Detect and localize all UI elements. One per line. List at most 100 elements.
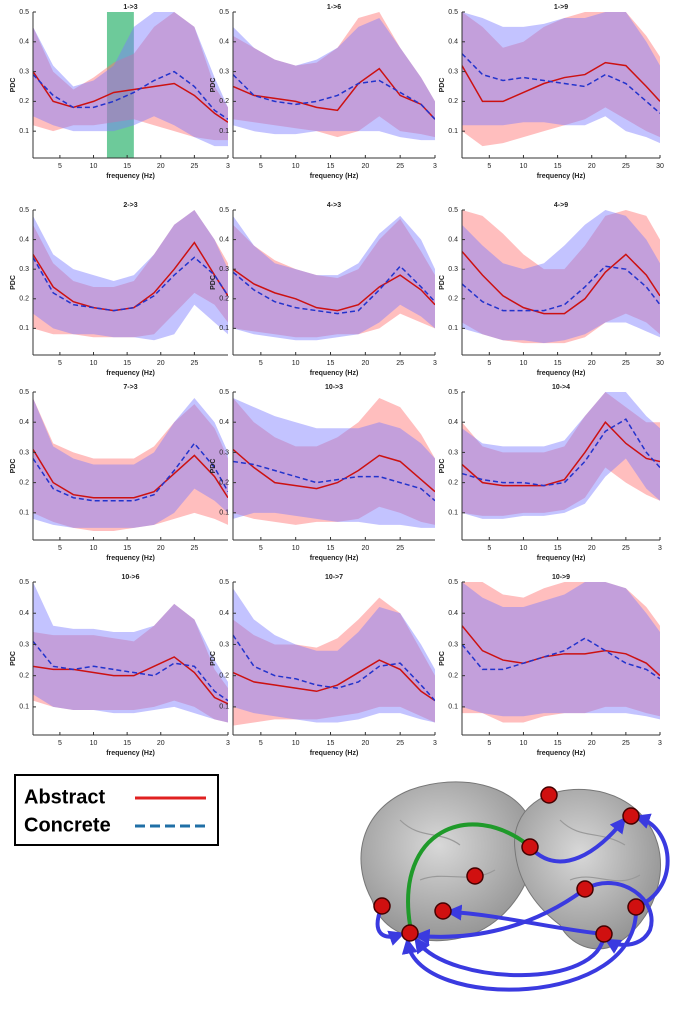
x-tick-label: 20 xyxy=(157,545,165,552)
y-axis-label: PDC xyxy=(439,459,446,474)
x-tick-label: 25 xyxy=(190,163,198,170)
x-tick-label: 15 xyxy=(123,740,131,747)
y-tick-label: 0.1 xyxy=(448,704,458,711)
chart-panel: 0.1 0.2 0.3 0.4 0.5 5 10 15 20 25 3 10->7 frequency … xyxy=(210,574,437,757)
chart-panel: 0.1 0.2 0.3 0.4 0.5 5 10 15 20 25 30 4->9 frequency … xyxy=(439,202,664,377)
series-line xyxy=(233,448,435,493)
series-line xyxy=(33,442,228,502)
x-tick-label: 15 xyxy=(554,545,562,552)
x-axis-label: frequency (Hz) xyxy=(537,370,586,377)
plot-area xyxy=(233,12,435,141)
x-tick-label: 15 xyxy=(123,163,131,170)
series-line xyxy=(33,656,228,705)
x-axis-label: frequency (Hz) xyxy=(537,750,586,757)
y-tick-label: 0.2 xyxy=(219,673,229,680)
x-tick-label: 10 xyxy=(90,740,98,747)
y-tick-label: 0.1 xyxy=(448,510,458,517)
confidence-band xyxy=(462,12,660,144)
x-tick-label: 3 xyxy=(433,163,437,170)
y-tick-label: 0.3 xyxy=(19,266,29,273)
confidence-band xyxy=(233,17,435,141)
x-tick-label: 10 xyxy=(90,360,98,367)
y-axis-label: PDC xyxy=(10,275,17,290)
x-axis-label: frequency (Hz) xyxy=(106,555,155,562)
x-tick-label: 15 xyxy=(327,360,335,367)
connection xyxy=(414,933,606,978)
series-line xyxy=(33,448,228,499)
y-tick-label: 0.1 xyxy=(448,128,458,135)
chart-title: 2->3 xyxy=(123,202,137,209)
confidence-band xyxy=(233,12,435,138)
series-line xyxy=(233,74,435,120)
chart-panel: 0.1 0.2 0.3 0.4 0.5 5 10 15 20 3 10->6 frequency (H… xyxy=(10,574,230,757)
y-axis-label: PDC xyxy=(10,78,17,93)
chart-title: 10->6 xyxy=(121,574,139,581)
x-tick-label: 5 xyxy=(58,740,62,747)
x-tick-label: 20 xyxy=(361,740,369,747)
confidence-band xyxy=(33,582,228,723)
y-axis-label: PDC xyxy=(439,651,446,666)
chart-title: 4->9 xyxy=(554,202,568,209)
x-tick-label: 5 xyxy=(487,360,491,367)
y-tick-label: 0.5 xyxy=(19,389,29,396)
x-tick-label: 10 xyxy=(520,545,528,552)
node xyxy=(595,925,613,943)
y-tick-label: 0.3 xyxy=(19,68,29,75)
x-tick-label: 20 xyxy=(588,163,596,170)
chart-panel: 0.1 0.2 0.3 0.4 0.5 5 10 15 20 25 3 1->6 frequency (… xyxy=(210,4,437,180)
y-axis-label: PDC xyxy=(210,78,217,93)
node xyxy=(622,807,640,825)
chart-panel: 0.1 0.2 0.3 0.4 0.5 5 10 15 20 25 3 10->4 frequency … xyxy=(439,384,662,562)
confidence-band xyxy=(462,582,660,720)
chart-panel: 0.1 0.2 0.3 0.4 0.5 5 10 15 20 25 2->3 frequency (H… xyxy=(10,202,228,377)
y-tick-label: 0.5 xyxy=(448,9,458,16)
x-tick-label: 3 xyxy=(433,360,437,367)
connection xyxy=(633,813,670,909)
confidence-band xyxy=(462,392,660,516)
x-tick-label: 20 xyxy=(157,740,165,747)
x-tick-label: 25 xyxy=(622,360,630,367)
x-tick-label: 25 xyxy=(622,740,630,747)
x-tick-label: 20 xyxy=(361,360,369,367)
legend-box xyxy=(14,774,219,846)
brain-diagram xyxy=(360,781,670,992)
chart-title: 1->3 xyxy=(123,4,137,11)
x-tick-label: 5 xyxy=(58,360,62,367)
x-tick-label: 20 xyxy=(361,163,369,170)
y-tick-label: 0.4 xyxy=(448,610,458,617)
x-tick-label: 15 xyxy=(327,545,335,552)
connection xyxy=(584,881,654,954)
x-tick-label: 15 xyxy=(327,163,335,170)
y-tick-label: 0.2 xyxy=(19,296,29,303)
y-axis-label: PDC xyxy=(210,651,217,666)
x-axis-label: frequency (Hz) xyxy=(310,555,359,562)
y-tick-label: 0.4 xyxy=(219,236,229,243)
x-axis-label: frequency (Hz) xyxy=(537,555,586,562)
highlight-band xyxy=(106,12,134,158)
x-axis-label: frequency (Hz) xyxy=(106,370,155,377)
node xyxy=(401,924,419,942)
y-tick-label: 0.2 xyxy=(219,98,229,105)
plot-area xyxy=(462,392,660,519)
series-line xyxy=(233,265,435,315)
y-tick-label: 0.4 xyxy=(19,39,29,46)
series-line xyxy=(462,61,660,103)
y-axis-label: PDC xyxy=(10,459,17,474)
x-tick-label: 3 xyxy=(658,545,662,552)
y-tick-label: 0.3 xyxy=(19,641,29,648)
x-tick-label: 10 xyxy=(292,163,300,170)
y-tick-label: 0.1 xyxy=(19,325,29,332)
confidence-band xyxy=(233,597,435,726)
y-tick-label: 0.2 xyxy=(219,296,229,303)
y-tick-label: 0.2 xyxy=(219,479,229,486)
x-tick-label: 15 xyxy=(554,163,562,170)
y-axis-label: PDC xyxy=(439,78,446,93)
chart-panel: 0.1 0.2 0.3 0.4 0.5 5 10 15 20 25 3 1->3 frequency (… xyxy=(10,4,230,180)
y-tick-label: 0.2 xyxy=(448,296,458,303)
series-line xyxy=(233,634,435,702)
x-tick-label: 3 xyxy=(433,740,437,747)
y-tick-label: 0.4 xyxy=(19,236,29,243)
x-tick-label: 20 xyxy=(157,360,165,367)
y-tick-label: 0.4 xyxy=(219,39,229,46)
node xyxy=(576,880,594,898)
